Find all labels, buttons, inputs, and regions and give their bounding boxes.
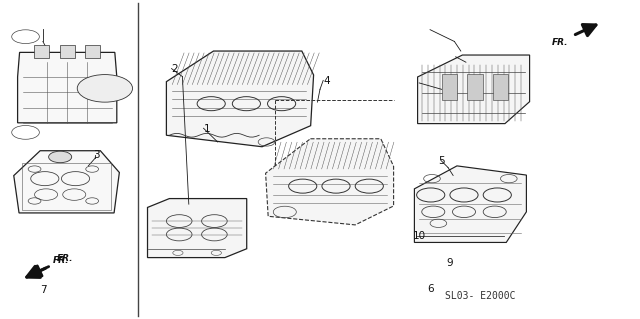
Text: 7: 7 [40, 285, 47, 295]
Polygon shape [415, 166, 526, 242]
Polygon shape [266, 139, 394, 225]
Text: 10: 10 [413, 231, 426, 241]
Polygon shape [147, 198, 247, 258]
Text: 6: 6 [428, 284, 434, 294]
Bar [34, 45, 49, 58]
Text: 3: 3 [93, 150, 99, 160]
Bar [467, 74, 483, 100]
Text: FR.: FR. [552, 38, 568, 47]
Text: FR.: FR. [53, 256, 70, 265]
Text: 4: 4 [323, 76, 330, 86]
Bar [442, 74, 457, 100]
Text: 5: 5 [438, 156, 445, 166]
Text: 1: 1 [204, 124, 210, 134]
Text: 2: 2 [172, 63, 178, 74]
Bar [22, 163, 111, 210]
Circle shape [77, 75, 132, 102]
Text: 9: 9 [447, 258, 453, 268]
Bar [85, 45, 100, 58]
Bar [493, 74, 508, 100]
Bar [60, 45, 75, 58]
Polygon shape [417, 55, 530, 124]
Text: FR.: FR. [56, 254, 73, 263]
Polygon shape [13, 151, 119, 213]
Polygon shape [166, 51, 314, 147]
Circle shape [49, 151, 72, 163]
Polygon shape [17, 52, 116, 123]
Text: SL03- E2000C: SL03- E2000C [445, 292, 515, 301]
